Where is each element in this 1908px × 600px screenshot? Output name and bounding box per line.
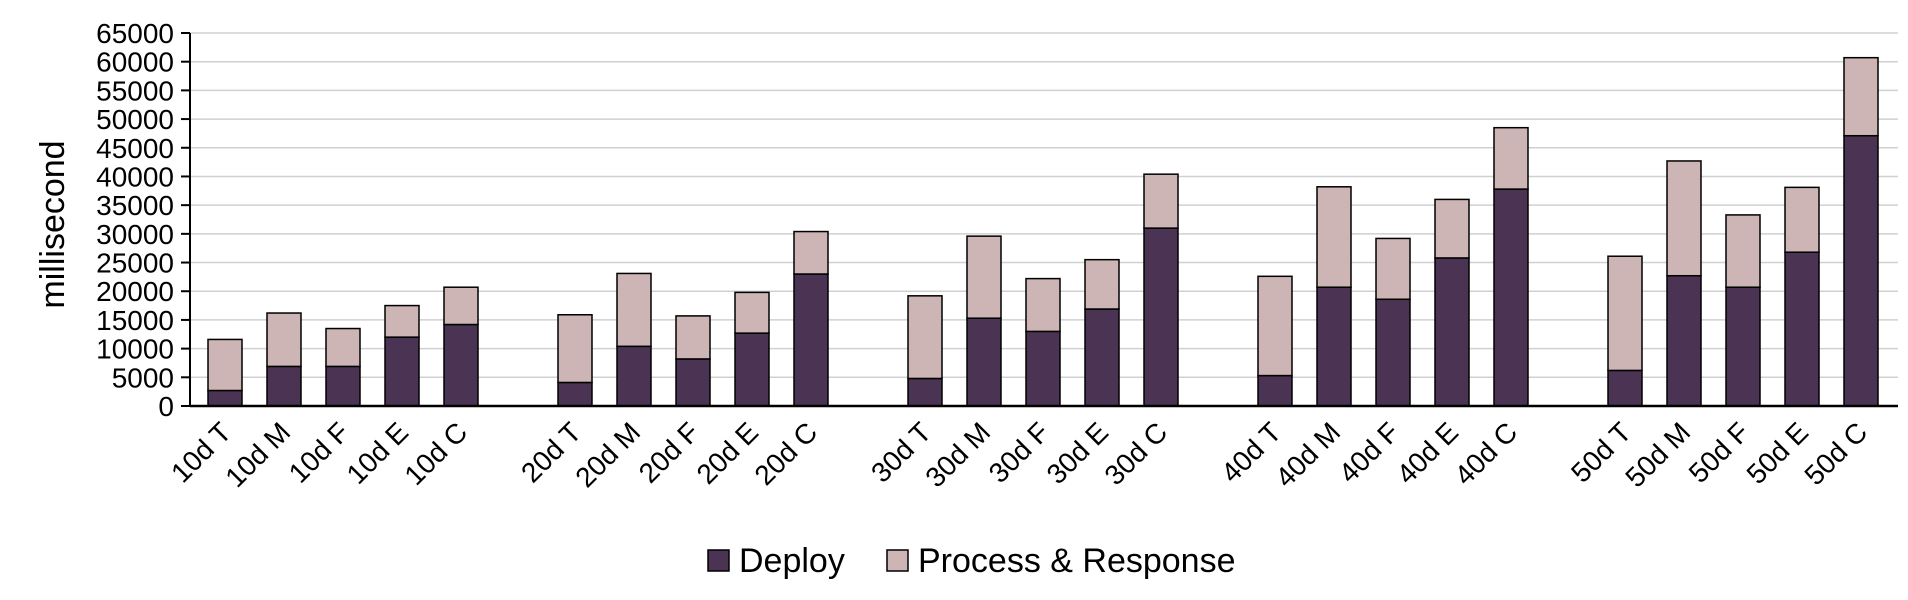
x-tick-label: 40d M xyxy=(1269,416,1346,493)
x-tick-label: 20d M xyxy=(569,416,646,493)
bar-deploy xyxy=(966,317,1002,407)
x-tick-label: 50d F xyxy=(1683,416,1756,489)
y-tick-label: 50000 xyxy=(96,104,174,135)
y-axis-title: millisecond xyxy=(34,140,72,308)
legend-label-process-response: Process & Response xyxy=(918,542,1236,580)
x-tick-label: 30d E xyxy=(1041,416,1115,490)
bar-deploy xyxy=(266,365,302,407)
y-tick-label: 60000 xyxy=(96,47,174,78)
x-tick-label: 10d C xyxy=(398,416,473,491)
bar-process-response xyxy=(734,291,770,334)
x-tick-label: 20d C xyxy=(748,416,823,491)
bar-process-response xyxy=(1607,255,1643,372)
bar-deploy xyxy=(675,358,711,407)
bar-process-response xyxy=(266,312,302,368)
y-tick-label: 25000 xyxy=(96,248,174,279)
bar-process-response xyxy=(966,235,1002,319)
bar-process-response xyxy=(1725,214,1761,288)
bar-process-response xyxy=(1025,277,1061,333)
bar-deploy xyxy=(1375,298,1411,407)
legend-label-deploy: Deploy xyxy=(739,542,845,580)
x-tick-label: 50d E xyxy=(1741,416,1815,490)
bar-deploy xyxy=(1666,274,1702,407)
bar-deploy xyxy=(1607,369,1643,407)
axes xyxy=(181,32,1898,408)
bar-deploy xyxy=(907,377,943,407)
bar-process-response xyxy=(1143,173,1179,229)
bar-deploy xyxy=(384,336,420,407)
bar-deploy xyxy=(616,345,652,407)
x-tick-label: 30d F xyxy=(983,416,1056,489)
bar-deploy xyxy=(793,273,829,407)
x-tick-label: 40d C xyxy=(1448,416,1523,491)
bar-process-response xyxy=(1784,186,1820,253)
bar-process-response xyxy=(384,304,420,338)
bar-process-response xyxy=(1434,198,1470,259)
y-tick-labels: 0500010000150002000025000300003500040000… xyxy=(96,18,174,422)
bar-deploy xyxy=(1493,188,1529,407)
bar-process-response xyxy=(443,286,479,326)
bar-process-response xyxy=(1084,258,1120,310)
bar-process-response xyxy=(325,327,361,368)
y-tick-label: 10000 xyxy=(96,334,174,365)
bar-process-response xyxy=(1316,186,1352,288)
bar-process-response xyxy=(907,295,943,380)
y-tick-label: 0 xyxy=(158,391,174,422)
bar-deploy xyxy=(443,323,479,407)
y-tick-label: 40000 xyxy=(96,161,174,192)
x-tick-label: 10d F xyxy=(283,416,356,489)
bars xyxy=(207,56,1879,407)
bar-process-response xyxy=(1843,56,1879,137)
bar-deploy xyxy=(1434,257,1470,407)
x-tick-label: 30d C xyxy=(1098,416,1173,491)
bar-deploy xyxy=(1784,251,1820,407)
y-tick-label: 35000 xyxy=(96,190,174,221)
x-tick-label: 20d E xyxy=(691,416,765,490)
bar-deploy xyxy=(1025,330,1061,407)
y-tick-label: 45000 xyxy=(96,133,174,164)
x-tick-label: 50d M xyxy=(1619,416,1696,493)
legend: Deploy Process & Response xyxy=(707,542,1236,580)
y-tick-label: 55000 xyxy=(96,75,174,106)
y-tick-label: 15000 xyxy=(96,305,174,336)
legend-swatch-process-response xyxy=(886,549,909,572)
x-tick-label: 40d E xyxy=(1391,416,1465,490)
bar-deploy xyxy=(1143,227,1179,407)
y-tick-label: 5000 xyxy=(112,362,174,393)
bar-process-response xyxy=(793,230,829,275)
bar-process-response xyxy=(675,315,711,360)
x-tick-label: 30d M xyxy=(919,416,996,493)
bar-deploy xyxy=(1725,286,1761,407)
bar-deploy xyxy=(1257,374,1293,407)
bar-deploy xyxy=(1084,308,1120,407)
bar-deploy xyxy=(1843,134,1879,407)
bar-process-response xyxy=(557,314,593,384)
bar-process-response xyxy=(616,272,652,348)
y-tick-label: 30000 xyxy=(96,219,174,250)
bar-deploy xyxy=(1316,286,1352,407)
bar-deploy xyxy=(734,332,770,407)
bar-process-response xyxy=(1257,275,1293,377)
x-tick-label: 40d F xyxy=(1333,416,1406,489)
legend-swatch-deploy xyxy=(707,549,730,572)
y-tick-label: 20000 xyxy=(96,276,174,307)
bar-process-response xyxy=(1375,237,1411,301)
x-tick-label: 10d E xyxy=(341,416,415,490)
bar-process-response xyxy=(1666,160,1702,277)
x-tick-label: 10d M xyxy=(219,416,296,493)
bar-deploy xyxy=(557,381,593,407)
x-tick-label: 20d F xyxy=(633,416,706,489)
x-tick-label: 50d C xyxy=(1798,416,1873,491)
bar-deploy xyxy=(207,389,243,407)
y-tick-label: 65000 xyxy=(96,18,174,49)
bar-process-response xyxy=(1493,126,1529,190)
bar-deploy xyxy=(325,365,361,407)
bar-process-response xyxy=(207,338,243,392)
